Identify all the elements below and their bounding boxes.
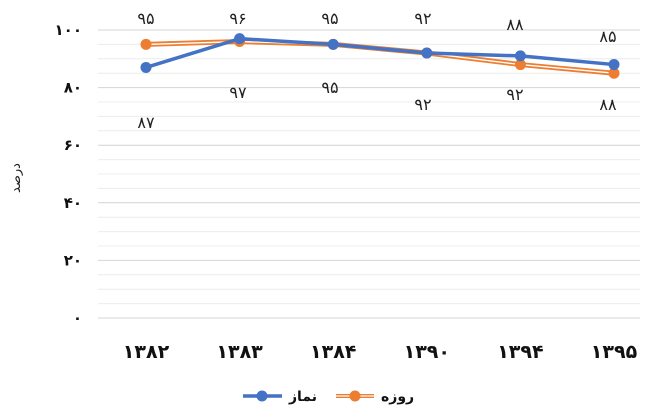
legend-marker-namaz [256, 390, 268, 402]
y-tick-label: ۱۰۰ [55, 21, 82, 39]
x-tick-label: ۱۳۸۴ [310, 341, 356, 363]
data-labels: ۸۷ ۹۷ ۹۵ ۹۲ ۹۲ ۸۸ ۹۵ ۹۶ ۹۵ ۹۲ ۸۸ ۸۵ [137, 9, 617, 132]
data-label-rooze: ۹۵ [321, 9, 338, 28]
data-point-namaz [421, 47, 433, 59]
y-tick-label: ۴۰ [64, 194, 82, 212]
data-label-namaz: ۸۸ [599, 95, 617, 114]
data-point-namaz [514, 50, 526, 62]
series-layer [140, 33, 620, 79]
data-point-namaz [234, 33, 246, 45]
y-axis-ticks: ۰ ۲۰ ۴۰ ۶۰ ۸۰ ۱۰۰ [55, 21, 82, 327]
data-point-namaz [327, 38, 339, 50]
data-label-rooze: ۹۲ [414, 9, 431, 28]
series-line-namaz [145, 36, 615, 70]
data-point-namaz [608, 59, 620, 71]
x-tick-label: ۱۳۸۳ [216, 341, 263, 363]
data-label-rooze: ۹۵ [137, 9, 154, 28]
data-point-rooze [608, 67, 620, 79]
data-point-namaz [140, 61, 152, 73]
legend-label-rooze: روزه [381, 389, 414, 405]
x-tick-label: ۱۳۹۴ [497, 341, 543, 363]
data-label-rooze: ۸۵ [599, 27, 616, 46]
gridlines [98, 29, 640, 319]
data-label-namaz: ۹۷ [229, 83, 247, 102]
x-axis-ticks: ۱۳۸۲ ۱۳۸۳ ۱۳۸۴ ۱۳۹۰ ۱۳۹۴ ۱۳۹۵ [123, 341, 638, 363]
x-tick-label: ۱۳۹۵ [591, 341, 638, 363]
data-label-rooze: ۹۶ [229, 9, 246, 28]
legend: نماز روزه [243, 389, 414, 405]
x-tick-label: ۱۳۸۲ [123, 341, 170, 363]
y-tick-label: ۸۰ [64, 79, 82, 97]
data-label-namaz: ۹۲ [506, 85, 523, 104]
data-label-rooze: ۸۸ [506, 15, 524, 34]
y-tick-label: ۰ [73, 309, 82, 327]
y-tick-label: ۲۰ [64, 251, 82, 269]
y-axis-label: درصد [9, 163, 24, 193]
y-tick-label: ۶۰ [64, 136, 82, 154]
data-point-rooze [140, 38, 152, 50]
data-point-rooze [514, 59, 526, 71]
data-label-namaz: ۸۷ [137, 113, 155, 132]
data-label-namaz: ۹۵ [321, 78, 338, 97]
legend-label-namaz: نماز [288, 389, 317, 405]
x-tick-label: ۱۳۹۰ [404, 341, 450, 363]
legend-marker-rooze [349, 390, 361, 402]
data-label-namaz: ۹۲ [414, 95, 431, 114]
